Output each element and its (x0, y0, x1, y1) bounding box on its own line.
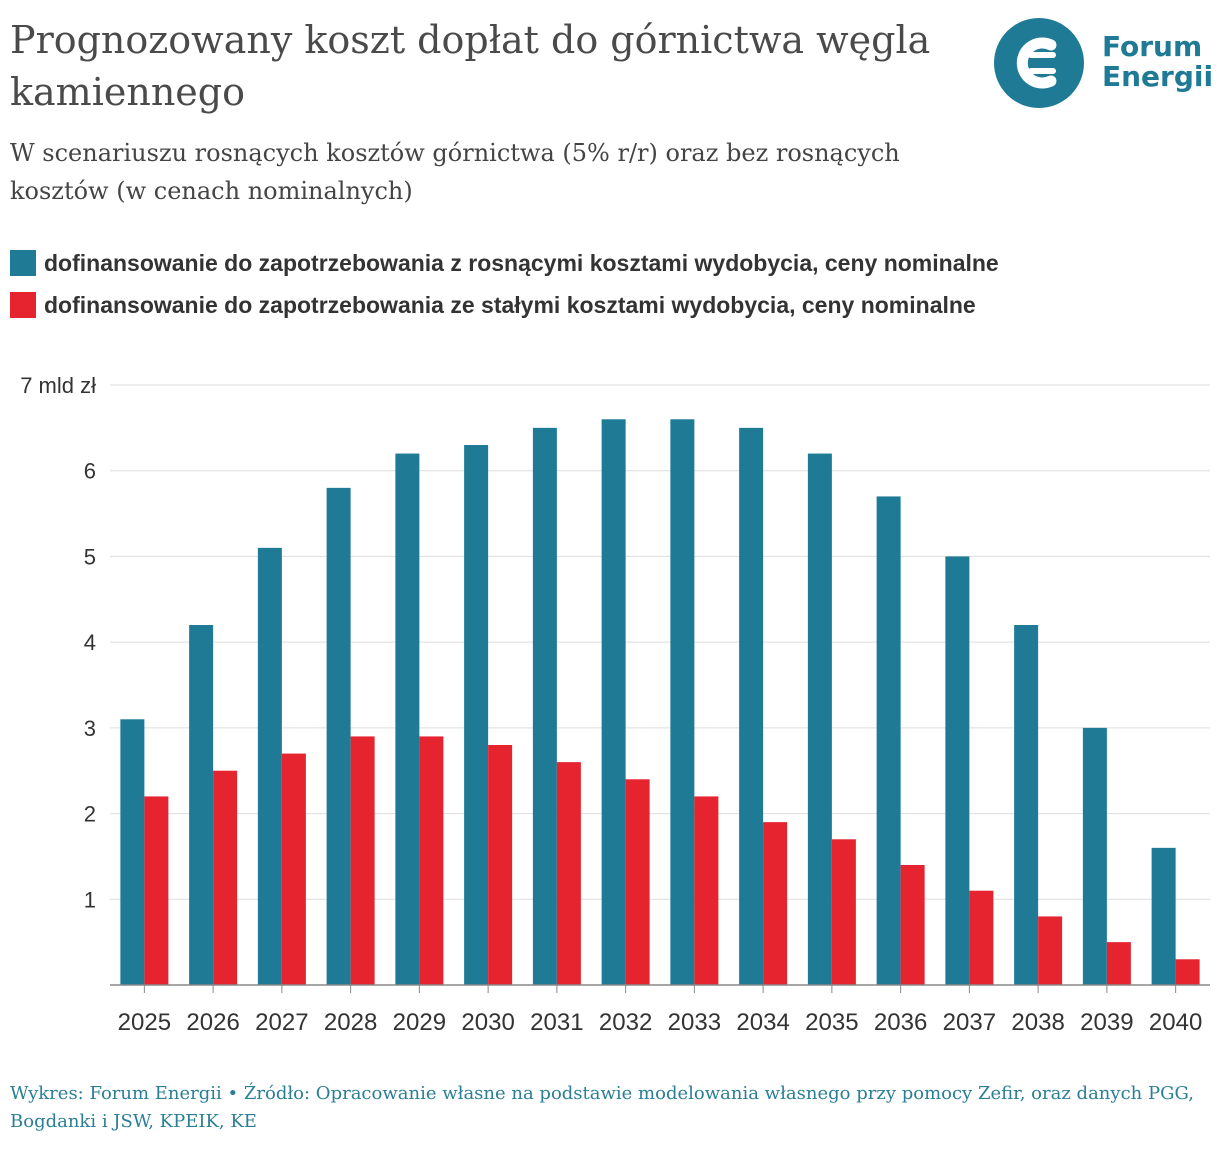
legend: dofinansowanie do zapotrzebowania z rosn… (10, 246, 999, 330)
bar-constant (350, 736, 375, 985)
bar-constant (144, 796, 169, 985)
y-tick-label: 1 (84, 887, 96, 912)
forum-energii-logo: Forum Energii (994, 18, 1214, 110)
y-tick-label: 4 (84, 630, 96, 655)
x-tick-label: 2027 (255, 1009, 308, 1036)
bar-rising (1082, 727, 1107, 985)
bar-rising (1151, 847, 1176, 985)
legend-swatch-rising (10, 250, 36, 276)
logo-wordmark: Forum Energii (1102, 32, 1213, 92)
x-tick-label: 2035 (805, 1009, 858, 1036)
bar-constant (763, 822, 788, 985)
legend-label-constant: dofinansowanie do zapotrzebowania ze sta… (44, 291, 976, 318)
bar-constant (213, 770, 238, 985)
x-tick-label: 2039 (1080, 1009, 1133, 1036)
bar-rising (532, 427, 557, 985)
logo-line-2: Energii (1102, 60, 1214, 93)
x-tick-label: 2032 (599, 1009, 652, 1036)
bar-rising (670, 419, 695, 985)
bar-rising (807, 453, 832, 985)
x-tick-label: 2028 (324, 1009, 377, 1036)
bar-constant (419, 736, 444, 985)
bar-constant (625, 779, 650, 985)
x-tick-label: 2038 (1011, 1009, 1064, 1036)
y-tick-label: 6 (84, 459, 96, 484)
chart-title: Prognozowany koszt dopłat do górnictwa w… (10, 18, 931, 114)
bar-rising (601, 419, 626, 985)
bar-chart: 1 2 3 4 5 6 7 mld zł 2025 2026 2027 2028 2029 2030 20… (20, 373, 1210, 1036)
logo-mark-icon (994, 18, 1084, 108)
bar-rising (464, 445, 489, 985)
bar-rising (1014, 625, 1039, 985)
x-tick-label: 2030 (461, 1009, 514, 1036)
bar-rising (945, 556, 970, 985)
y-tick-label: 2 (84, 802, 96, 827)
chart-subtitle: W scenariuszu rosnących kosztów górnictw… (10, 139, 900, 205)
bar-rising (120, 719, 145, 985)
legend-label-rising: dofinansowanie do zapotrzebowania z rosn… (44, 249, 999, 276)
bar-constant (281, 753, 306, 985)
bar-rising (395, 453, 420, 985)
legend-item-rising: dofinansowanie do zapotrzebowania z rosn… (10, 246, 999, 280)
x-tick-label: 2026 (186, 1009, 239, 1036)
y-tick-label: 3 (84, 716, 96, 741)
bar-constant (1175, 959, 1200, 985)
bar-constant (488, 745, 513, 985)
bar-constant (1038, 916, 1063, 985)
bar-rising (257, 547, 282, 985)
bar-rising (739, 427, 764, 985)
x-tick-label: 2031 (530, 1009, 583, 1036)
bar-constant (1106, 942, 1131, 985)
y-tick-label: 7 mld zł (20, 373, 96, 398)
y-tick-label: 5 (84, 544, 96, 569)
x-tick-label: 2037 (943, 1009, 996, 1036)
x-tick-label: 2034 (736, 1009, 789, 1036)
source-note: Wykres: Forum Energii • Źródło: Opracowa… (10, 1083, 1194, 1132)
bar-constant (556, 762, 581, 985)
bar-rising (326, 487, 351, 985)
x-tick-label: 2029 (393, 1009, 446, 1036)
bar-constant (831, 839, 856, 985)
x-tick-label: 2033 (668, 1009, 721, 1036)
legend-swatch-constant (10, 292, 36, 318)
x-tick-label: 2040 (1149, 1009, 1202, 1036)
bar-constant (900, 865, 925, 985)
bar-constant (969, 890, 994, 985)
legend-item-constant: dofinansowanie do zapotrzebowania ze sta… (10, 288, 999, 322)
bar-constant (694, 796, 719, 985)
x-tick-label: 2036 (874, 1009, 927, 1036)
x-tick-label: 2025 (118, 1009, 171, 1036)
bar-rising (876, 496, 901, 985)
logo-line-1: Forum (1102, 30, 1203, 63)
bar-rising (189, 625, 214, 985)
